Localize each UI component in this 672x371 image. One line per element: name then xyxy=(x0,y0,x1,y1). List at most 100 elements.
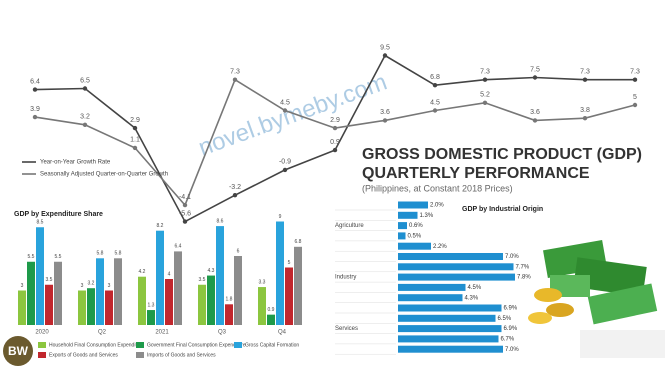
bar-label: 1.3 xyxy=(148,302,155,308)
line-point xyxy=(182,202,188,208)
bar-label: 8.2 xyxy=(157,223,164,229)
bar xyxy=(147,310,155,325)
line-point xyxy=(432,108,438,113)
line-point xyxy=(632,102,638,108)
chart-title: GDP by Expenditure Share xyxy=(14,211,103,218)
bar xyxy=(45,284,53,325)
bar xyxy=(216,226,224,325)
bar xyxy=(294,246,302,325)
line-point xyxy=(382,53,388,58)
bar-label: 5.8 xyxy=(97,251,104,257)
y-tick-label: Services xyxy=(335,326,358,332)
point-label: 4.5 xyxy=(430,99,440,106)
bar-label: 0.9 xyxy=(268,307,275,313)
logo xyxy=(3,336,33,366)
bar xyxy=(398,273,515,281)
bar xyxy=(36,227,44,325)
bar xyxy=(398,222,407,230)
point-label: -4.1 xyxy=(179,194,191,201)
point-label: 3.6 xyxy=(530,109,540,116)
x-tick-label: Q3 xyxy=(218,330,227,336)
line-point xyxy=(482,77,488,82)
bar-label: 3 xyxy=(108,283,111,289)
line-point xyxy=(582,116,588,121)
bar xyxy=(198,284,206,325)
line-point xyxy=(382,118,388,123)
bar xyxy=(96,258,104,325)
point-label: 3.2 xyxy=(80,114,90,121)
bar xyxy=(398,325,502,333)
bar xyxy=(398,283,466,291)
bar xyxy=(398,314,496,322)
line-point xyxy=(332,125,338,131)
bar xyxy=(398,335,499,343)
bar-label: 6.9% xyxy=(504,326,518,332)
bar xyxy=(234,256,242,325)
bar-label: 0.6% xyxy=(409,223,423,229)
legend-swatch xyxy=(38,342,46,348)
bar-label: 3 xyxy=(21,283,24,289)
legend-label: Gross Capital Formation xyxy=(245,342,299,348)
bar-label: 7.8% xyxy=(517,275,531,281)
line-point xyxy=(282,167,288,173)
bar-label: 5.5 xyxy=(28,254,35,260)
bar-label: 4.3 xyxy=(208,268,215,274)
line-point xyxy=(482,100,488,106)
bar-label: 3.5 xyxy=(46,277,53,283)
title: GROSS DOMESTIC PRODUCT (GDP) xyxy=(362,146,642,163)
bar xyxy=(276,221,284,325)
line-point xyxy=(232,193,238,198)
point-label: 7.3 xyxy=(580,69,590,76)
bar-label: 6 xyxy=(237,248,240,254)
y-tick-label: Industry xyxy=(335,275,356,281)
bar xyxy=(225,304,233,325)
line-point xyxy=(632,77,638,82)
line-point xyxy=(182,219,188,224)
bar xyxy=(54,261,62,325)
legend-label: Year-on-Year Growth Rate xyxy=(40,160,111,166)
bar-label: 6.4 xyxy=(175,244,182,250)
bar-label: 3.2 xyxy=(88,281,95,287)
bar-label: 6.7% xyxy=(501,336,515,342)
bar xyxy=(105,290,113,325)
line-point xyxy=(432,83,438,88)
x-tick-label: 2020 xyxy=(35,330,49,336)
bar xyxy=(398,304,502,312)
point-label: 2.9 xyxy=(130,117,140,124)
point-label: -0.9 xyxy=(279,159,291,166)
bar xyxy=(258,287,266,325)
bar-label: 2.2% xyxy=(433,244,447,250)
point-label: 6.5 xyxy=(80,77,90,84)
point-label: 7.3 xyxy=(230,69,240,76)
bar-label: 0.5% xyxy=(408,233,422,239)
bar xyxy=(398,242,431,250)
bar-label: 1.3% xyxy=(420,213,434,219)
point-label: 7.3 xyxy=(480,69,490,76)
line-point xyxy=(582,77,588,82)
bar-label: 6.9% xyxy=(504,306,518,312)
bar xyxy=(398,232,406,240)
legend-label: Imports of Goods and Services xyxy=(147,352,216,358)
legend-label: Government Final Consumption Expenditure xyxy=(147,342,246,348)
line-point xyxy=(532,118,538,123)
legend-swatch xyxy=(136,342,144,348)
legend-swatch xyxy=(136,352,144,358)
legend-swatch xyxy=(234,342,242,348)
bar xyxy=(398,253,503,260)
subtitle: QUARTERLY PERFORMANCE xyxy=(362,165,590,182)
point-label: 3.6 xyxy=(380,109,390,116)
bar xyxy=(398,263,514,271)
bar xyxy=(138,276,146,325)
bar-label: 7.7% xyxy=(516,264,530,270)
bar-label: 3.3 xyxy=(259,279,266,285)
bar xyxy=(27,261,35,325)
line-point xyxy=(32,87,38,92)
bar xyxy=(78,290,86,325)
bar-label: 6.8 xyxy=(295,239,302,245)
line-point xyxy=(82,86,88,91)
point-label: 2.9 xyxy=(330,117,340,124)
bar-label: 8.5 xyxy=(37,220,44,226)
line-point xyxy=(282,108,288,113)
point-label: 7.5 xyxy=(530,66,540,73)
bar-label: 2.0% xyxy=(430,203,444,209)
